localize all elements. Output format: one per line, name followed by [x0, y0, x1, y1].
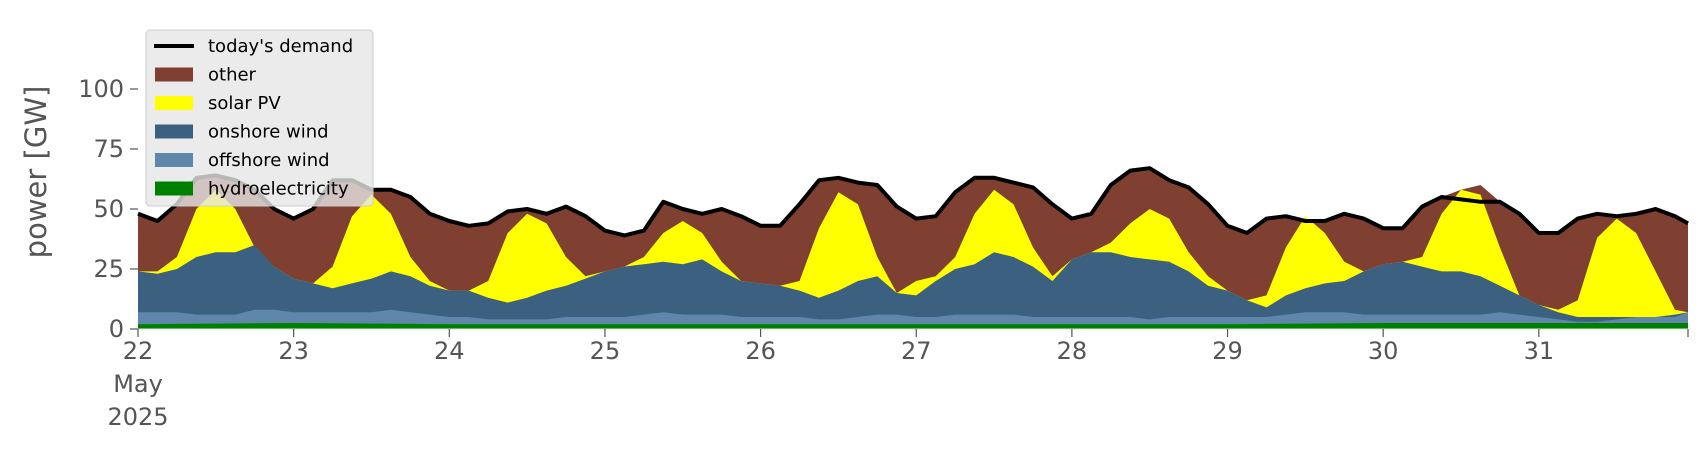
legend-frame	[145, 29, 374, 207]
legend-swatch-offshore-wind	[155, 153, 193, 167]
area-hydroelectricity	[138, 323, 1688, 329]
legend-label-onshore-wind: onshore wind	[208, 122, 329, 143]
x-tick-label: 26	[745, 337, 776, 365]
legend-label-offshore-wind: offshore wind	[208, 150, 330, 171]
legend-label-today-s-demand: today's demand	[208, 36, 353, 57]
y-tick-label: 0	[109, 315, 124, 343]
x-tick-label: 27	[901, 337, 932, 365]
demand-line	[137, 166, 1689, 238]
y-tick-label: 50	[93, 195, 124, 223]
demand-line-layer	[137, 166, 1689, 238]
legend: today's demand other solar PV onshore wind o…	[145, 29, 374, 207]
x-axis-ticks: 22 May 2025 23 24 25 26 27 28 29 30 31	[107, 329, 1689, 431]
area-onshore-wind	[138, 245, 1688, 329]
y-axis-label: power [GW]	[19, 86, 53, 259]
legend-label-other: other	[208, 65, 257, 86]
x-tick-label: May	[113, 370, 163, 398]
x-tick-label: 31	[1524, 337, 1555, 365]
x-tick-label: 23	[278, 337, 309, 365]
x-tick-label: 2025	[107, 403, 168, 431]
x-tick-label: 22	[123, 337, 154, 365]
x-tick-label: 30	[1368, 337, 1399, 365]
y-tick-label: 25	[93, 255, 124, 283]
y-axis-ticks: 0 25 50 75 100	[78, 75, 138, 343]
x-tick-label: 29	[1212, 337, 1243, 365]
legend-swatch-solar-pv	[155, 96, 193, 110]
x-tick-label: 28	[1057, 337, 1088, 365]
stacked-areas	[138, 168, 1688, 329]
x-tick-label: 24	[434, 337, 465, 365]
legend-swatch-hydroelectricity	[155, 181, 193, 196]
legend-label-solar-pv: solar PV	[208, 93, 281, 114]
x-tick-label: 25	[590, 337, 621, 365]
y-tick-label: 75	[93, 135, 124, 163]
legend-swatch-onshore-wind	[155, 124, 193, 139]
legend-label-hydroelectricity: hydroelectricity	[208, 179, 349, 200]
y-tick-label: 100	[78, 75, 124, 103]
legend-swatch-other	[155, 67, 193, 82]
